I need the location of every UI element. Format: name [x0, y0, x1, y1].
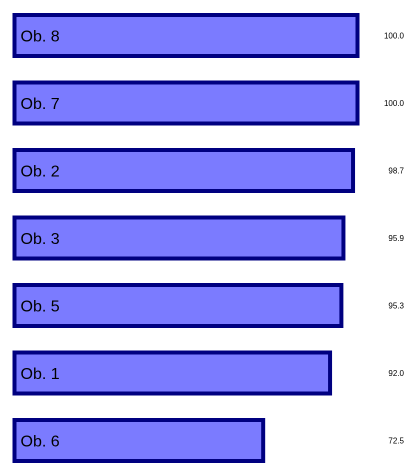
bar-ob-8	[12, 13, 360, 58]
category-label: Ob. 2	[21, 164, 60, 181]
bar-ob-5	[12, 283, 344, 328]
value-label: 100.0	[384, 99, 405, 108]
value-label: 92.0	[388, 369, 404, 378]
category-label: Ob. 3	[21, 231, 60, 248]
bar-ob-7	[12, 80, 360, 126]
value-label: 95.9	[388, 234, 404, 243]
category-label: Ob. 1	[21, 366, 60, 383]
category-label: Ob. 7	[21, 96, 60, 113]
category-label: Ob. 5	[21, 299, 60, 316]
bar-ob-1	[12, 350, 333, 396]
bar-ob-2	[12, 148, 356, 193]
category-label: Ob. 8	[21, 29, 60, 46]
bar-ob-6	[12, 418, 266, 463]
value-label: 72.5	[388, 437, 404, 446]
value-label: 95.3	[388, 302, 404, 311]
bar-ob-3	[12, 215, 346, 261]
category-label: Ob. 6	[21, 434, 60, 451]
value-label: 100.0	[384, 32, 405, 41]
value-label: 98.7	[388, 167, 404, 176]
